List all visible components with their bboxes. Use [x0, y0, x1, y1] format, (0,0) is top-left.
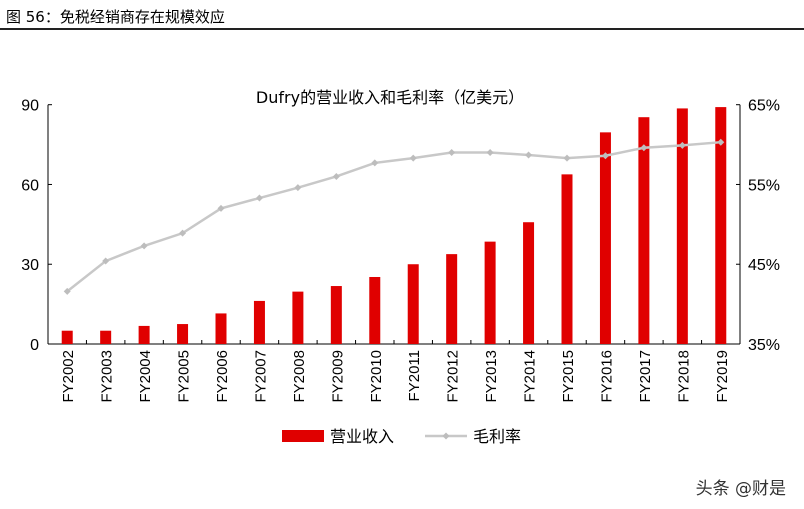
- bar-FY2017: [638, 117, 650, 344]
- x-tick-label: FY2012: [445, 350, 462, 403]
- margin-line: [66, 140, 721, 293]
- x-tick-label: FY2017: [637, 350, 654, 403]
- x-tick-label: FY2006: [214, 350, 231, 403]
- x-tick-label: FY2014: [522, 350, 539, 403]
- legend-bar-label: 营业收入: [330, 427, 394, 446]
- margin-point-FY2019: [717, 138, 725, 146]
- x-tick-label: FY2018: [675, 350, 692, 403]
- right-tick-label: 35%: [748, 337, 780, 354]
- margin-point-FY2018: [678, 141, 686, 149]
- right-tick-label: 55%: [748, 177, 780, 194]
- bar-FY2004: [138, 325, 150, 344]
- margin-point-FY2009: [332, 172, 340, 180]
- margin-point-FY2004: [140, 242, 148, 250]
- x-tick-label: FY2005: [176, 350, 193, 403]
- chart-title: Dufry的营业收入和毛利率（亿美元）: [256, 88, 524, 107]
- bar-FY2007: [253, 300, 265, 344]
- x-tick-label: FY2003: [99, 350, 116, 403]
- bar-FY2019: [715, 107, 727, 344]
- margin-point-FY2008: [294, 184, 302, 192]
- bar-FY2012: [446, 254, 458, 344]
- bar-FY2018: [676, 108, 688, 344]
- x-tick-label: FY2004: [137, 350, 154, 403]
- right-tick-label: 65%: [748, 98, 780, 115]
- margin-point-FY2010: [371, 159, 379, 167]
- right-tick-label: 45%: [748, 257, 780, 274]
- bar-FY2011: [407, 264, 419, 344]
- bar-FY2014: [523, 222, 535, 344]
- bar-FY2008: [292, 291, 304, 344]
- margin-point-FY2013: [486, 149, 494, 157]
- margin-point-FY2006: [217, 204, 225, 212]
- margin-point-FY2011: [409, 154, 417, 162]
- title-divider: [0, 28, 804, 30]
- bar-FY2013: [484, 241, 496, 344]
- bar-FY2005: [177, 324, 189, 344]
- x-tick-label: FY2019: [714, 350, 731, 403]
- margin-point-FY2005: [179, 229, 187, 237]
- x-tick-label: FY2015: [560, 350, 577, 403]
- legend-line-label: 毛利率: [473, 427, 521, 446]
- legend-line-marker: [442, 432, 450, 440]
- margin-point-FY2014: [525, 151, 533, 159]
- bar-FY2006: [215, 313, 227, 344]
- margin-point-FY2015: [563, 154, 571, 162]
- bar-FY2009: [330, 286, 342, 344]
- x-tick-label: FY2011: [406, 350, 423, 401]
- watermark: 头条 @财是: [695, 479, 786, 499]
- legend-bar-swatch: [282, 430, 324, 442]
- margin-point-FY2017: [640, 144, 648, 152]
- left-tick-label: 30: [21, 257, 39, 274]
- x-tick-label: FY2002: [60, 350, 77, 403]
- left-tick-label: 0: [30, 337, 39, 354]
- x-tick-label: FY2016: [598, 350, 615, 403]
- margin-point-FY2016: [601, 152, 609, 160]
- x-tick-label: FY2010: [368, 350, 385, 403]
- bar-FY2015: [561, 174, 573, 344]
- bar-FY2002: [61, 330, 73, 344]
- margin-point-FY2007: [255, 194, 263, 202]
- bar-FY2010: [369, 276, 381, 344]
- left-tick-label: 90: [21, 98, 39, 115]
- margin-point-FY2003: [102, 257, 110, 265]
- x-tick-label: FY2008: [291, 350, 308, 403]
- margin-point-FY2002: [63, 287, 71, 295]
- bar-FY2016: [599, 132, 611, 344]
- x-tick-label: FY2007: [252, 350, 269, 403]
- bar-FY2003: [100, 330, 112, 344]
- x-tick-label: FY2013: [483, 350, 500, 403]
- figure-title: 图 56：免税经销商存在规模效应: [6, 8, 225, 26]
- left-tick-label: 60: [21, 177, 39, 194]
- margin-point-FY2012: [448, 149, 456, 157]
- x-tick-label: FY2009: [329, 350, 346, 403]
